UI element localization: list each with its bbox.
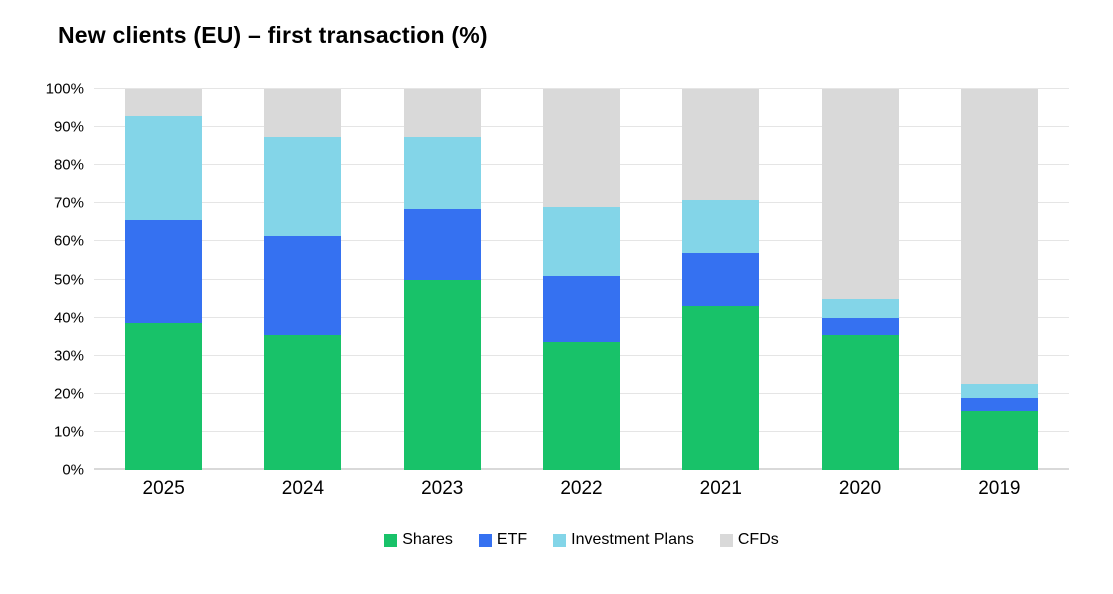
x-tick-label-2021: 2021 — [699, 478, 742, 499]
bar-column-2022 — [512, 89, 651, 470]
legend-label: ETF — [496, 531, 528, 548]
segment-etf-2024 — [264, 235, 342, 335]
segment-investment-plans-2023 — [403, 136, 481, 210]
y-tick-label: 50% — [53, 271, 84, 288]
legend: Shares ETF Investment Plans CFDs — [94, 531, 1069, 549]
legend-item-shares: Shares — [384, 531, 453, 549]
segment-shares-2023 — [403, 279, 481, 470]
stacked-bar-2024 — [264, 89, 342, 470]
bar-column-2024 — [233, 89, 372, 470]
bars-layer — [94, 89, 1069, 470]
x-tick-label-2022: 2022 — [560, 478, 603, 499]
y-tick-label: 80% — [53, 156, 84, 174]
y-tick-label: 60% — [53, 232, 84, 250]
y-tick-label: 20% — [53, 385, 84, 403]
segment-investment-plans-2020 — [821, 298, 899, 318]
legend-swatch-icon — [478, 533, 492, 547]
stacked-bar-2021 — [682, 89, 760, 470]
segment-etf-2019 — [960, 397, 1038, 411]
x-tick-label-2025: 2025 — [142, 478, 185, 499]
legend-swatch-icon — [719, 533, 733, 547]
segment-cfds-2024 — [264, 89, 342, 137]
bar-column-2025 — [94, 89, 233, 470]
x-tick-label-2020: 2020 — [838, 478, 882, 499]
gridline — [94, 88, 1069, 89]
segment-cfds-2019 — [960, 89, 1038, 385]
segment-shares-2019 — [960, 410, 1038, 470]
stacked-bar-2022 — [542, 89, 620, 470]
segment-investment-plans-2024 — [264, 136, 342, 236]
bar-column-2019 — [930, 89, 1069, 470]
bar-column-2023 — [373, 89, 512, 470]
stacked-bar-2019 — [960, 89, 1038, 470]
y-tick-label: 90% — [53, 118, 84, 136]
x-tick-label-2024: 2024 — [281, 478, 325, 499]
bar-column-2020 — [790, 89, 929, 470]
y-tick-label: 10% — [53, 423, 84, 441]
segment-shares-2022 — [542, 342, 620, 470]
segment-etf-2025 — [125, 220, 203, 324]
segment-investment-plans-2019 — [960, 384, 1038, 398]
legend-label: Shares — [402, 531, 453, 548]
segment-investment-plans-2025 — [125, 115, 203, 221]
segment-investment-plans-2022 — [542, 207, 620, 276]
legend-label: Investment Plans — [571, 531, 694, 548]
plot-area — [94, 88, 1069, 470]
stacked-bar-2023 — [403, 89, 481, 470]
chart-title: New clients (EU) – first transaction (%) — [58, 22, 488, 48]
stacked-bar-2025 — [125, 89, 203, 470]
x-axis: 2025 2024 2023 2022 2021 2020 2019 — [94, 478, 1069, 500]
segment-shares-2025 — [125, 323, 203, 470]
legend-swatch-icon — [384, 533, 398, 547]
legend-item-investment-plans: Investment Plans — [553, 531, 694, 549]
legend-swatch-icon — [553, 533, 567, 547]
legend-label: CFDs — [737, 531, 779, 548]
legend-item-etf: ETF — [478, 531, 528, 549]
segment-cfds-2022 — [542, 89, 620, 208]
segment-cfds-2023 — [403, 89, 481, 137]
segment-etf-2022 — [542, 275, 620, 343]
bar-column-2021 — [651, 89, 790, 470]
stacked-bar-2020 — [821, 89, 899, 470]
y-tick-label: 70% — [53, 194, 84, 212]
y-tick-label: 40% — [53, 309, 84, 327]
y-tick-label: 100% — [45, 80, 84, 98]
segment-etf-2021 — [682, 252, 760, 307]
x-tick-label-2023: 2023 — [421, 478, 464, 499]
segment-etf-2020 — [821, 317, 899, 335]
y-tick-label: 30% — [53, 347, 84, 365]
segment-investment-plans-2021 — [682, 199, 760, 253]
y-tick-label: 0% — [62, 461, 84, 479]
y-axis: 0% 10% 20% 30% 40% 50% 60% 70% 80% 90% 100% — [0, 81, 84, 479]
segment-etf-2023 — [403, 209, 481, 280]
segment-shares-2024 — [264, 334, 342, 470]
legend-item-cfds: CFDs — [719, 531, 779, 549]
segment-shares-2021 — [682, 306, 760, 470]
x-tick-label-2019: 2019 — [978, 478, 1021, 499]
segment-cfds-2020 — [821, 89, 899, 299]
segment-cfds-2021 — [682, 89, 760, 200]
segment-cfds-2025 — [125, 89, 203, 116]
segment-shares-2020 — [821, 334, 899, 470]
